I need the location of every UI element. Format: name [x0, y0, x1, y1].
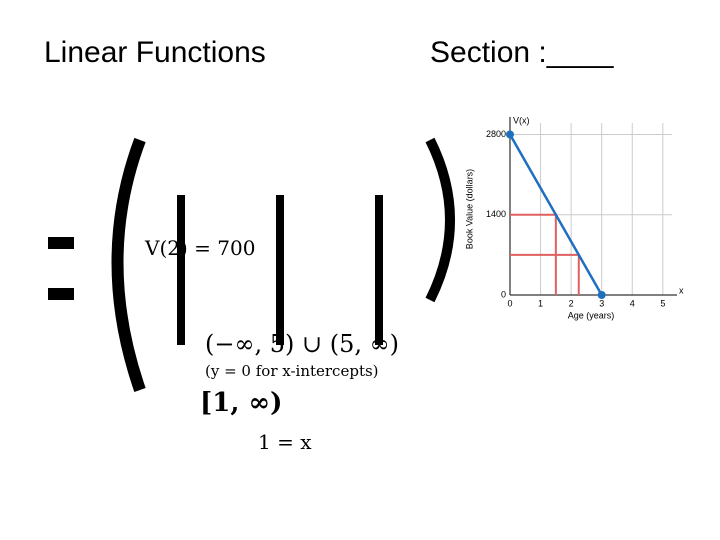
bar — [375, 195, 383, 345]
axis-title: V(x) — [513, 115, 530, 125]
x-tick-label: 2 — [569, 298, 574, 308]
paren — [111, 137, 146, 392]
graph: 0 1 2 3 4 5 0 1400 2800 V(x) x Age (years) Book Valu… — [455, 110, 685, 335]
axis-title: x — [679, 285, 684, 295]
paren — [425, 137, 455, 303]
note: (y = 0 for x-intercepts) — [205, 362, 379, 380]
bar — [48, 237, 74, 249]
graph-bg — [455, 110, 685, 335]
x-label: Age (years) — [568, 310, 615, 320]
bar — [276, 195, 284, 345]
bar — [177, 195, 185, 345]
point — [506, 130, 514, 139]
point — [597, 291, 606, 299]
y-tick-label: 2800 — [486, 129, 506, 139]
solution: 1 = x — [258, 430, 312, 454]
x-tick-label: 0 — [507, 298, 512, 308]
x-tick-label: 1 — [538, 298, 543, 308]
domain: (−∞, 5) ∪ (5, ∞) — [205, 330, 399, 358]
section: Section :____ — [430, 36, 614, 69]
y-tick-label: 1400 — [486, 209, 506, 219]
line — [508, 133, 603, 296]
x-tick-label: 4 — [630, 298, 635, 308]
range: [1, ∞) — [200, 388, 283, 418]
x-tick-label: 3 — [599, 298, 604, 308]
bar — [48, 288, 74, 300]
y-label: Book Value (dollars) — [464, 169, 474, 249]
x-tick-label: 5 — [660, 298, 665, 308]
title: Linear Functions — [44, 36, 266, 69]
equation: V(2) = 700 — [145, 236, 256, 260]
y-tick-label: 0 — [501, 289, 506, 299]
